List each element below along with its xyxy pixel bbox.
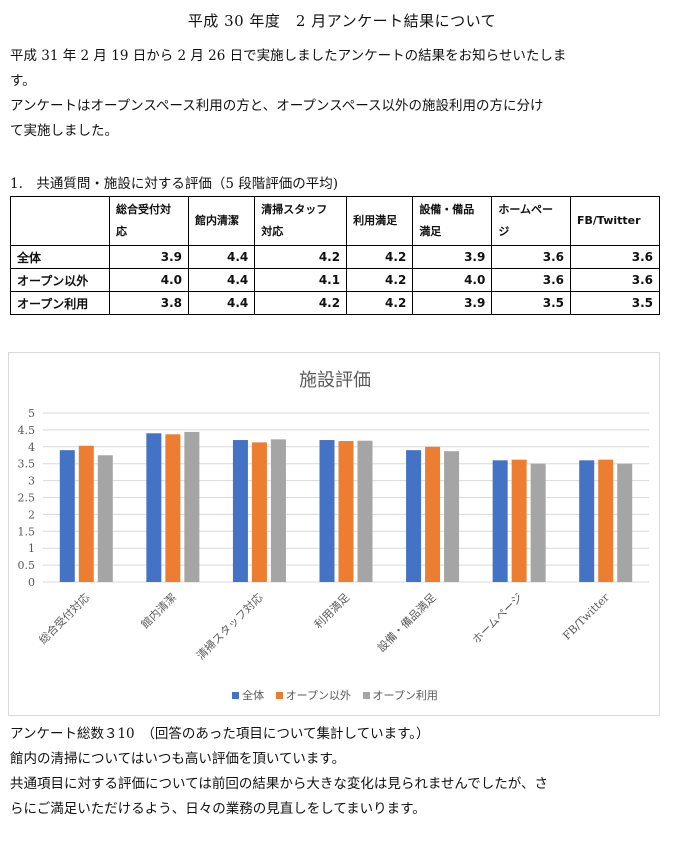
table-cell: 3.6 (491, 245, 571, 269)
table-cell: 3.9 (108, 245, 190, 269)
x-tick-label: 総合受付対応 (36, 590, 93, 647)
table-corner-cell (10, 196, 110, 246)
table-cell: 3.5 (569, 291, 661, 315)
intro-line: て実施しました。 (10, 123, 118, 139)
bar (232, 440, 248, 582)
bar (319, 440, 335, 582)
y-tick-label: 4 (28, 441, 35, 454)
bar (270, 439, 286, 582)
table-cell: 4.2 (254, 291, 348, 315)
x-tick-label: ホームページ (470, 591, 525, 646)
chart-area: 施設評価 0 0.5 1 1.5 2 2.5 3 3.5 4 4.5 5 総合受付対応 館内清潔 清掃スタッ… (8, 352, 660, 716)
legend-swatch (362, 692, 370, 699)
row-label: オープン利用 (10, 291, 110, 315)
row-label: 全体 (10, 245, 110, 269)
legend-swatch (275, 692, 283, 699)
table-cell: 4.4 (188, 268, 256, 292)
table-header-row: 総合受付対応 館内清潔 清掃スタッフ 対応 利用満足 設備・備品 満足 ホームページ… (10, 196, 661, 246)
table-cell: 4.4 (188, 291, 256, 315)
legend-item: 全体 (232, 689, 264, 702)
legend-swatch (232, 692, 240, 699)
table-cell: 3.6 (491, 268, 571, 292)
table-row: オープン以外 4.0 4.4 4.1 4.2 4.0 3.6 3.6 (10, 268, 661, 292)
table-cell: 3.8 (108, 291, 190, 315)
outro-line: らにご満足いただけるよう、日々の業務の見直しをしてまいります。 (10, 801, 426, 817)
outro-line: 共通項目に対する評価については前回の結果から大きな変化は見られませんでしたが、さ (10, 776, 548, 792)
intro-line: アンケートはオープンスペース利用の方と、オープンスペース以外の施設利用の方に分け (10, 98, 544, 114)
outro-line: アンケート総数３10 （回答のあった項目について集計しています。） (10, 726, 430, 742)
x-tick-label: 館内清潔 (138, 590, 179, 631)
outro-line: 館内の清掃についてはいつも高い評価を頂いています。 (10, 751, 346, 767)
bar (598, 459, 614, 582)
table-cell: 4.4 (188, 245, 256, 269)
bar (184, 431, 200, 582)
y-tick-label: 2.5 (18, 492, 36, 505)
bar (251, 442, 267, 582)
y-tick-label: 5 (28, 407, 35, 420)
bar (444, 451, 460, 582)
y-tick-label: 0 (28, 576, 35, 589)
legend-item: オープン以外 (275, 689, 351, 702)
bar (357, 440, 373, 582)
bar (406, 450, 422, 582)
rating-table: 総合受付対応 館内清潔 清掃スタッフ 対応 利用満足 設備・備品 満足 ホームページ… (10, 196, 661, 315)
row-label: オープン以外 (10, 268, 110, 292)
table-cell: 3.6 (569, 245, 661, 269)
table-cell: 3.6 (569, 268, 661, 292)
x-tick-label: 利用満足 (312, 591, 352, 631)
y-tick-label: 1.5 (18, 525, 36, 538)
legend-item: オープン利用 (362, 689, 438, 702)
bar (146, 433, 162, 582)
section-heading: 1. 共通質問・施設に対する評価（5 段階評価の平均) (10, 176, 339, 192)
bar (338, 441, 354, 582)
table-cell: 4.2 (346, 245, 414, 269)
y-tick-label: 4.5 (18, 424, 36, 437)
bar (511, 459, 527, 582)
bar (425, 446, 441, 582)
y-tick-label: 2 (28, 508, 35, 521)
column-header: 利用満足 (346, 196, 414, 246)
column-header: 清掃スタッフ 対応 (254, 196, 348, 246)
x-tick-label: 設備・備品満足 (374, 590, 438, 654)
y-tick-label: 3 (28, 475, 35, 488)
table-cell: 3.9 (412, 291, 493, 315)
y-tick-label: 0.5 (18, 559, 36, 572)
bar (97, 455, 113, 582)
intro-text: 平成 31 年 2 月 19 日から 2 月 26 日で実施しましたアンケートの… (10, 44, 620, 144)
table-cell: 4.1 (254, 268, 348, 292)
table-cell: 3.9 (412, 245, 493, 269)
table-cell: 4.2 (346, 268, 414, 292)
bar (579, 460, 595, 582)
table-cell: 4.2 (254, 245, 348, 269)
table-cell: 3.5 (491, 291, 571, 315)
table-cell: 4.2 (346, 291, 414, 315)
intro-line: 平成 31 年 2 月 19 日から 2 月 26 日で実施しましたアンケートの… (10, 48, 567, 64)
table-cell: 4.0 (412, 268, 493, 292)
table-row: 全体 3.9 4.4 4.2 4.2 3.9 3.6 3.6 (10, 245, 661, 269)
bar (492, 460, 508, 582)
outro-text: アンケート総数３10 （回答のあった項目について集計しています。） 館内の清掃に… (10, 722, 650, 822)
bar (617, 463, 633, 582)
chart-title: 施設評価 (299, 370, 371, 391)
column-header: ホームページ (491, 196, 571, 246)
column-header: 総合受付対応 (108, 196, 190, 246)
y-tick-label: 1 (28, 542, 35, 555)
x-tick-label: 清掃スタッフ対応 (193, 590, 265, 662)
x-tick-label: FB/Twitter (560, 590, 612, 642)
intro-line: す。 (10, 73, 36, 89)
page-title: 平成 30 年度 2 月アンケート結果について (187, 12, 497, 30)
table-row: オープン利用 3.8 4.4 4.2 4.2 3.9 3.5 3.5 (10, 291, 661, 315)
bar (530, 463, 546, 582)
y-tick-label: 3.5 (18, 458, 36, 471)
bar (78, 445, 94, 582)
column-header: 設備・備品 満足 (412, 196, 493, 246)
column-header: 館内清潔 (188, 196, 256, 246)
bar (165, 434, 181, 582)
table-cell: 4.0 (108, 268, 190, 292)
bar (59, 450, 75, 582)
chart-legend: 全体 オープン以外 オープン利用 (9, 687, 661, 703)
column-header: FB/Twitter (569, 196, 661, 246)
bar-chart: 施設評価 0 0.5 1 1.5 2 2.5 3 3.5 4 4.5 5 総合受付対応 館内清潔 清掃スタッ… (18, 370, 649, 662)
